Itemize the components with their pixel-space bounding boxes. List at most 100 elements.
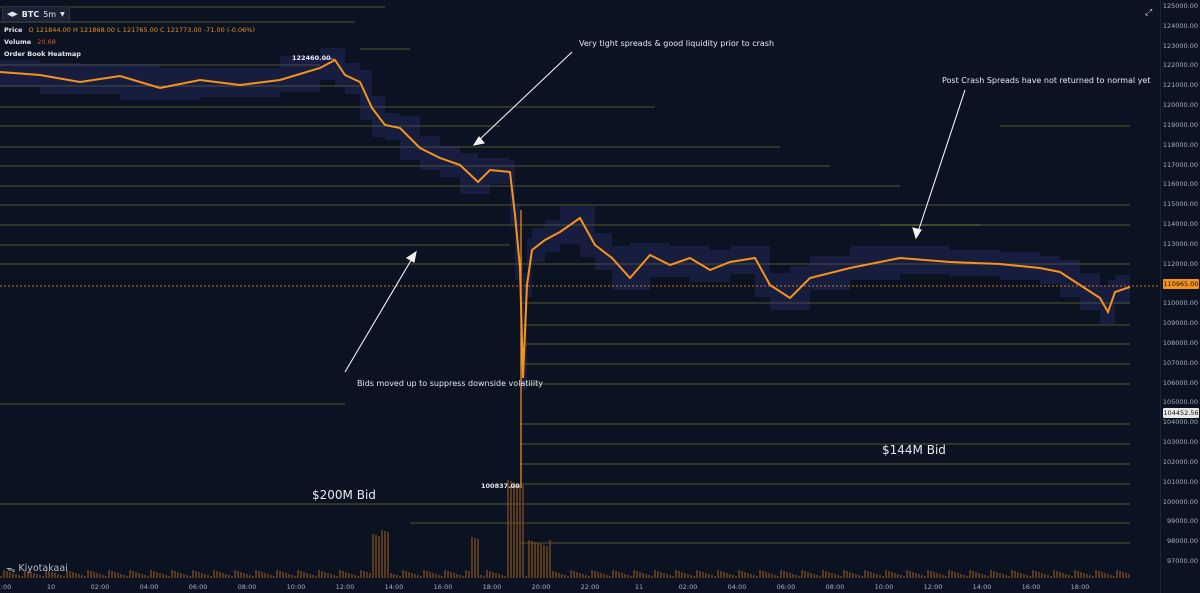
volume-bar: [663, 573, 665, 578]
price-axis[interactable]: 125000.00 124000.00 123000.00 122000.00 1210…: [1160, 0, 1200, 593]
volume-bar: [540, 544, 542, 578]
volume-bar: [945, 576, 947, 578]
volume-bar: [678, 571, 680, 578]
volume-bar: [75, 573, 77, 578]
volume-bar: [78, 574, 80, 578]
volume-bar: [387, 532, 389, 578]
volume-bar: [1023, 574, 1025, 578]
cursor-price-badge: 104452.56: [1163, 408, 1199, 419]
volume-bar: [420, 576, 422, 578]
volume-bar: [189, 576, 191, 578]
volume-bar: [978, 573, 980, 578]
volume-bar: [801, 570, 803, 578]
volume-bar: [171, 570, 173, 578]
volume-bar: [783, 571, 785, 578]
volume-bar: [30, 572, 32, 578]
time-tick: 06:00: [776, 583, 796, 591]
volume-bar: [60, 575, 62, 578]
volume-bar: [141, 574, 143, 578]
volume-bar: [972, 571, 974, 578]
volume-bar: [246, 574, 248, 578]
volume-bar: [381, 530, 383, 578]
volume-bar: [1083, 573, 1085, 578]
volume-bar: [84, 576, 86, 578]
volume-bar: [849, 572, 851, 578]
volume-bar: [1068, 575, 1070, 578]
volume-bar: [510, 481, 512, 578]
volume-bar: [768, 573, 770, 578]
annotation-arrows: [344, 51, 966, 373]
volume-bar: [888, 571, 890, 578]
annotation-bids-moved: Bids moved up to suppress downside volat…: [357, 379, 543, 388]
volume-bar: [1104, 573, 1106, 578]
annotation-post-crash: Post Crash Spreads have not returned to …: [942, 76, 1151, 85]
volume-bar: [753, 575, 755, 578]
volume-bar: [915, 573, 917, 578]
volume-bar: [303, 572, 305, 578]
current-price-badge: 110965.00: [1163, 279, 1199, 290]
volume-bar: [432, 573, 434, 578]
volume-bar: [423, 570, 425, 578]
volume-bar: [609, 576, 611, 578]
time-tick: 14:00: [972, 583, 992, 591]
volume-bar: [261, 572, 263, 578]
chevron-down-icon: ▼: [60, 10, 65, 18]
volume-bar: [834, 574, 836, 578]
volume-bar: [39, 575, 41, 578]
volume-bar: [909, 571, 911, 578]
time-tick: 10: [46, 583, 56, 591]
volume-bar: [1062, 573, 1064, 578]
chart-plot-area[interactable]: [0, 0, 1160, 593]
symbol-selector[interactable]: ◀▶ BTC 5m ▼: [2, 6, 70, 22]
volume-bar: [0, 576, 2, 578]
arrow-head: [405, 250, 417, 263]
price-series-line: [0, 58, 1131, 379]
volume-bar: [1035, 571, 1037, 578]
volume-bar: [645, 574, 647, 578]
volume-bar: [396, 575, 398, 578]
volume-bar: [630, 576, 632, 578]
volume-bar: [822, 570, 824, 578]
volume-bar: [594, 571, 596, 578]
volume-bar: [897, 574, 899, 578]
volume-bar: [48, 571, 50, 578]
volume-bar: [990, 570, 992, 578]
time-tick: 06:00: [188, 583, 208, 591]
volume-bar: [135, 572, 137, 578]
volume-bar: [498, 574, 500, 578]
volume-bar: [327, 573, 329, 578]
time-tick: 10:00: [286, 583, 306, 591]
volume-bar: [399, 576, 401, 578]
volume-bar: [1041, 573, 1043, 578]
volume-bar: [936, 573, 938, 578]
volume-bar: [204, 574, 206, 578]
volume-bar: [1110, 575, 1112, 578]
volume-bar: [441, 576, 443, 578]
volume-bar: [1059, 572, 1061, 578]
symbol-toolbar: ◀▶ BTC 5m ▼: [2, 6, 70, 22]
volume-bar: [1074, 570, 1076, 578]
volume-bar: [138, 573, 140, 578]
volume-bar: [1005, 575, 1007, 578]
volume-bar: [900, 575, 902, 578]
expand-icon[interactable]: ⤢: [1145, 8, 1153, 18]
volume-bar: [282, 572, 284, 578]
price-tick: 100000.00: [1162, 497, 1198, 506]
volume-bar: [195, 571, 197, 578]
volume-bar: [321, 571, 323, 578]
time-tick: 02:00: [678, 583, 698, 591]
volume-bar: [984, 575, 986, 578]
volume-bar: [81, 575, 83, 578]
volume-bar: [1116, 570, 1118, 578]
volume-bar: [723, 572, 725, 578]
volume-bar: [1011, 570, 1013, 578]
volume-bar: [546, 546, 548, 578]
price-tick: 97000.00: [1166, 557, 1198, 565]
price-tick: 119000.00: [1162, 120, 1198, 129]
time-tick: 22:00: [580, 583, 600, 591]
time-tick: 11: [634, 583, 644, 591]
volume-bar: [9, 572, 11, 578]
volume-bar: [21, 576, 23, 578]
volume-bar: [714, 576, 716, 578]
